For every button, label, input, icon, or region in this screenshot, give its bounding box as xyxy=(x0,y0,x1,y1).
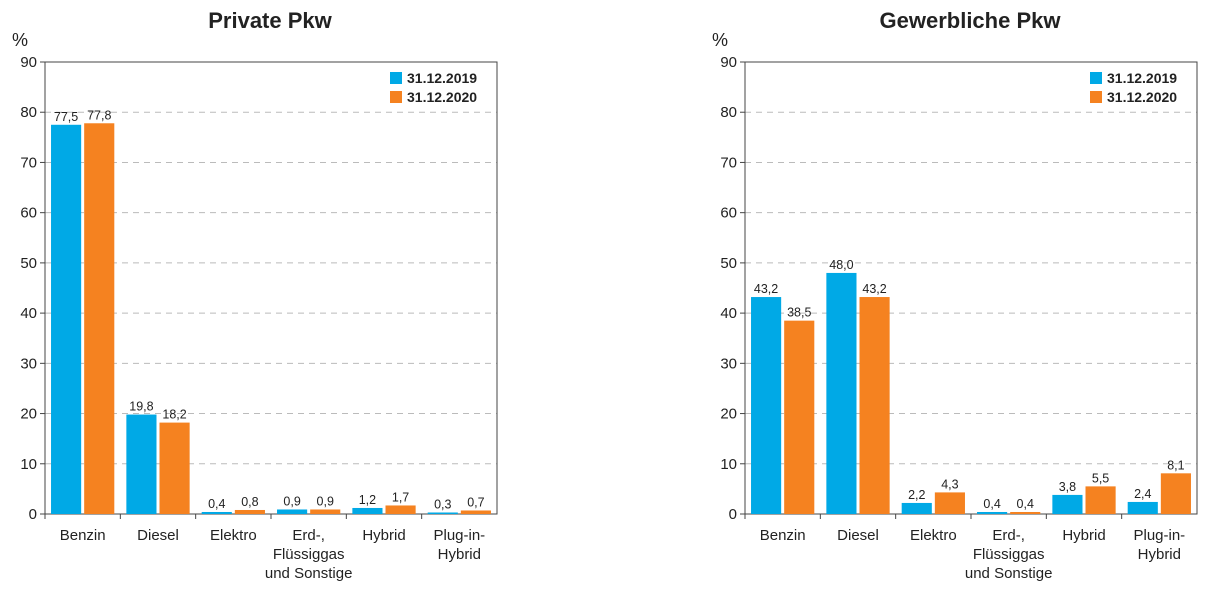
y-tick-label: 20 xyxy=(20,406,37,423)
legend-swatch xyxy=(1090,91,1102,103)
chart-private-pkw: Private Pkw % 0 10 20 30 40 50 60 70 80 90 77,5 77,… xyxy=(0,0,540,594)
bar-2020 xyxy=(934,492,965,514)
bar-2019 xyxy=(352,507,383,514)
x-tick-label: Diesel xyxy=(837,527,879,544)
bar-2019 xyxy=(826,272,857,514)
legend-label: 31.12.2020 xyxy=(1107,89,1177,105)
data-label: 0,4 xyxy=(208,497,225,511)
y-tick-label: 60 xyxy=(720,205,737,222)
data-label: 2,2 xyxy=(908,488,925,502)
y-tick-label: 20 xyxy=(720,406,737,423)
chart-title: Private Pkw xyxy=(208,8,332,33)
y-tick-label: 50 xyxy=(20,255,37,272)
chart-plot: 0 10 20 30 40 50 60 70 80 90 43,2 38,5 Benzin 48,0 43,… xyxy=(720,54,1198,582)
y-tick-label: 0 xyxy=(729,506,737,523)
data-label: 0,9 xyxy=(283,494,300,508)
data-label: 0,3 xyxy=(434,497,451,511)
y-axis-unit: % xyxy=(12,30,29,50)
bar-2019 xyxy=(977,511,1008,514)
bar-2020 xyxy=(310,509,341,514)
bar-2019 xyxy=(277,509,308,514)
data-label: 8,1 xyxy=(1167,458,1184,472)
y-tick-label: 10 xyxy=(20,456,37,473)
data-label: 5,5 xyxy=(1092,471,1109,485)
y-tick-label: 80 xyxy=(20,104,37,121)
y-tick-label: 60 xyxy=(20,205,37,222)
y-tick-label: 50 xyxy=(720,255,737,272)
bar-2019 xyxy=(427,512,458,514)
data-label: 48,0 xyxy=(829,258,853,272)
bar-2020 xyxy=(1010,511,1041,514)
y-tick-label: 30 xyxy=(20,355,37,372)
bar-2020 xyxy=(234,509,265,514)
data-label: 0,4 xyxy=(1017,497,1034,511)
y-tick-label: 10 xyxy=(720,456,737,473)
x-tick-label: Hybrid xyxy=(1062,527,1105,544)
data-label: 77,8 xyxy=(87,108,111,122)
bar-2020 xyxy=(460,510,491,514)
data-label: 0,8 xyxy=(241,495,258,509)
y-tick-label: 90 xyxy=(720,54,737,71)
data-label: 19,8 xyxy=(129,400,153,414)
y-tick-label: 40 xyxy=(720,305,737,322)
data-label: 0,9 xyxy=(317,494,334,508)
legend-label: 31.12.2020 xyxy=(407,89,477,105)
x-tick-label: Diesel xyxy=(137,527,179,544)
y-tick-label: 0 xyxy=(29,506,37,523)
data-label: 4,3 xyxy=(941,477,958,491)
bar-2020 xyxy=(859,297,890,514)
x-tick-label: Elektro xyxy=(910,527,957,544)
y-tick-label: 30 xyxy=(720,355,737,372)
data-label: 38,5 xyxy=(787,306,811,320)
y-tick-label: 80 xyxy=(720,104,737,121)
chart-title: Gewerbliche Pkw xyxy=(879,8,1061,33)
bar-2019 xyxy=(126,414,157,514)
data-label: 0,7 xyxy=(467,495,484,509)
x-tick-label: Erd-, Flüssiggas und Sonstige xyxy=(965,527,1053,582)
bar-2020 xyxy=(1160,473,1191,514)
bar-2020 xyxy=(159,422,190,514)
legend-swatch xyxy=(1090,72,1102,84)
legend-swatch xyxy=(390,91,402,103)
legend-swatch xyxy=(390,72,402,84)
legend-label: 31.12.2019 xyxy=(1107,70,1177,86)
x-tick-label: Plug-in-Hybrid xyxy=(433,527,485,563)
y-tick-label: 40 xyxy=(20,305,37,322)
x-tick-label: Hybrid xyxy=(362,527,405,544)
y-axis-unit: % xyxy=(712,30,729,50)
bar-2019 xyxy=(51,124,82,515)
x-tick-label: Benzin xyxy=(60,527,106,544)
bar-2019 xyxy=(1127,501,1158,514)
data-label: 18,2 xyxy=(162,408,186,422)
x-tick-label: Plug-in-Hybrid xyxy=(1133,527,1185,563)
data-label: 77,5 xyxy=(54,110,78,124)
bar-2020 xyxy=(1085,486,1116,514)
chart-gewerbliche-pkw: Gewerbliche Pkw % 0 10 20 30 40 50 60 70 80 90 43,… xyxy=(700,0,1215,594)
bar-2019 xyxy=(751,297,782,514)
y-tick-label: 90 xyxy=(20,54,37,71)
data-label: 1,7 xyxy=(392,490,409,504)
y-tick-label: 70 xyxy=(720,154,737,171)
bar-2019 xyxy=(1052,494,1083,514)
data-label: 2,4 xyxy=(1134,487,1151,501)
bar-2020 xyxy=(385,505,416,514)
data-label: 43,2 xyxy=(862,282,886,296)
bar-2019 xyxy=(901,502,932,514)
x-tick-label: Benzin xyxy=(760,527,806,544)
bar-2020 xyxy=(784,320,815,514)
bar-2020 xyxy=(84,123,115,514)
x-tick-label: Erd-, Flüssiggas und Sonstige xyxy=(265,527,353,582)
legend-label: 31.12.2019 xyxy=(407,70,477,86)
data-label: 3,8 xyxy=(1059,480,1076,494)
x-tick-label: Elektro xyxy=(210,527,257,544)
bar-2019 xyxy=(201,511,232,514)
data-label: 1,2 xyxy=(359,493,376,507)
data-label: 43,2 xyxy=(754,282,778,296)
data-label: 0,4 xyxy=(983,497,1000,511)
y-tick-label: 70 xyxy=(20,154,37,171)
chart-plot: 0 10 20 30 40 50 60 70 80 90 77,5 77,8 Benzin 19,8 18,… xyxy=(20,54,498,582)
